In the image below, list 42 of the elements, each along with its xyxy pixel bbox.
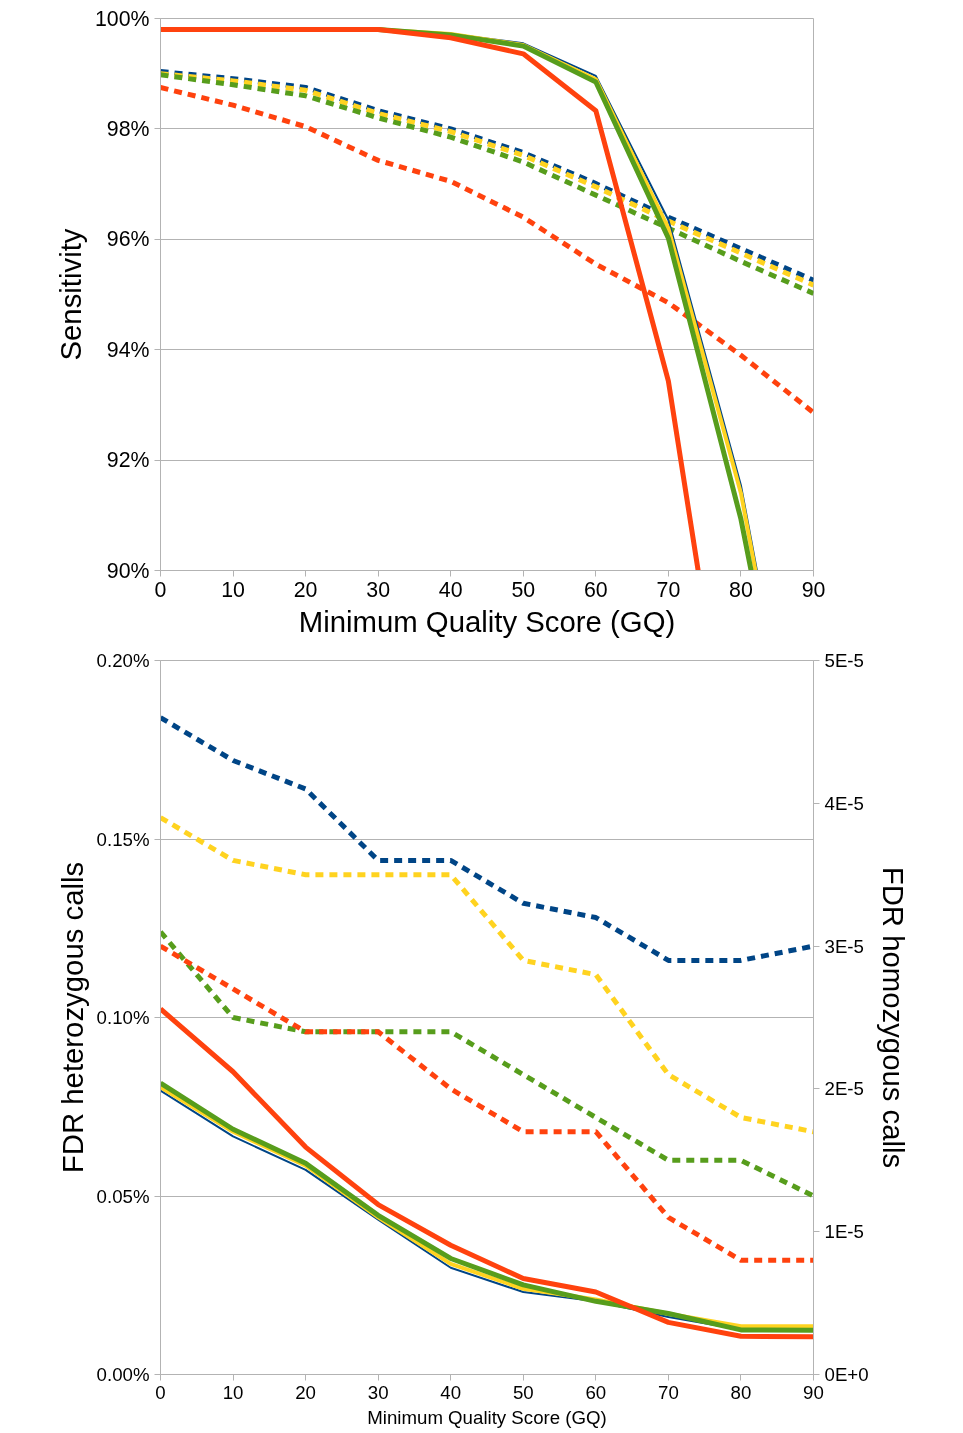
y2-tick-label: 5E-5 [824,650,864,671]
y-tick-label: 90% [106,558,150,583]
x-axis-title: Minimum Quality Score (GQ) [367,1406,607,1428]
y2-axis-title: FDR homozygous calls [876,866,910,1169]
x-tick-label: 30 [367,1381,389,1403]
x-tick-label: 70 [656,577,681,602]
y-tick-label: 92% [106,448,150,473]
x-tick-label: 20 [293,577,318,602]
x-tick-label: 0 [154,577,167,602]
y-tick-label: 100% [94,6,150,31]
x-tick-label: 70 [658,1381,679,1403]
y-tick-label: 96% [106,227,150,252]
x-tick-label: 50 [512,1381,534,1403]
x-tick-label: 40 [438,577,463,602]
y2-tick-label: 1E-5 [824,1221,864,1243]
x-tick-label: 60 [585,1381,607,1403]
y-tick-label: 98% [106,116,150,141]
y-tick-label: 0.05% [96,1185,150,1207]
y-tick-label: 0.15% [96,828,150,850]
x-tick-label: 60 [583,577,608,602]
y2-tick-label: 0E+0 [824,1364,869,1385]
x-tick-label: 40 [440,1381,462,1403]
x-tick-label: 20 [295,1381,316,1403]
y2-tick-label: 4E-5 [824,792,864,814]
y-tick-label: 94% [106,337,150,362]
y-tick-label: 0.00% [96,1364,150,1385]
x-tick-label: 90 [801,577,826,602]
y-tick-label: 0.20% [96,650,150,671]
x-tick-label: 50 [511,577,536,602]
x-tick-label: 10 [222,1381,244,1403]
y2-tick-label: 3E-5 [824,935,864,957]
x-axis-title: Minimum Quality Score (GQ) [298,604,676,638]
x-tick-label: 10 [221,577,246,602]
x-tick-label: 30 [366,577,391,602]
x-tick-label: 80 [729,577,753,602]
x-tick-label: 90 [803,1381,824,1403]
y2-tick-label: 2E-5 [824,1078,864,1100]
y-axis-title: Sensitivity [53,228,87,361]
y-tick-label: 0.10% [96,1007,150,1028]
x-tick-label: 80 [730,1381,752,1403]
x-tick-label: 0 [155,1381,166,1403]
y-axis-title: FDR heterozygous calls [55,861,89,1174]
